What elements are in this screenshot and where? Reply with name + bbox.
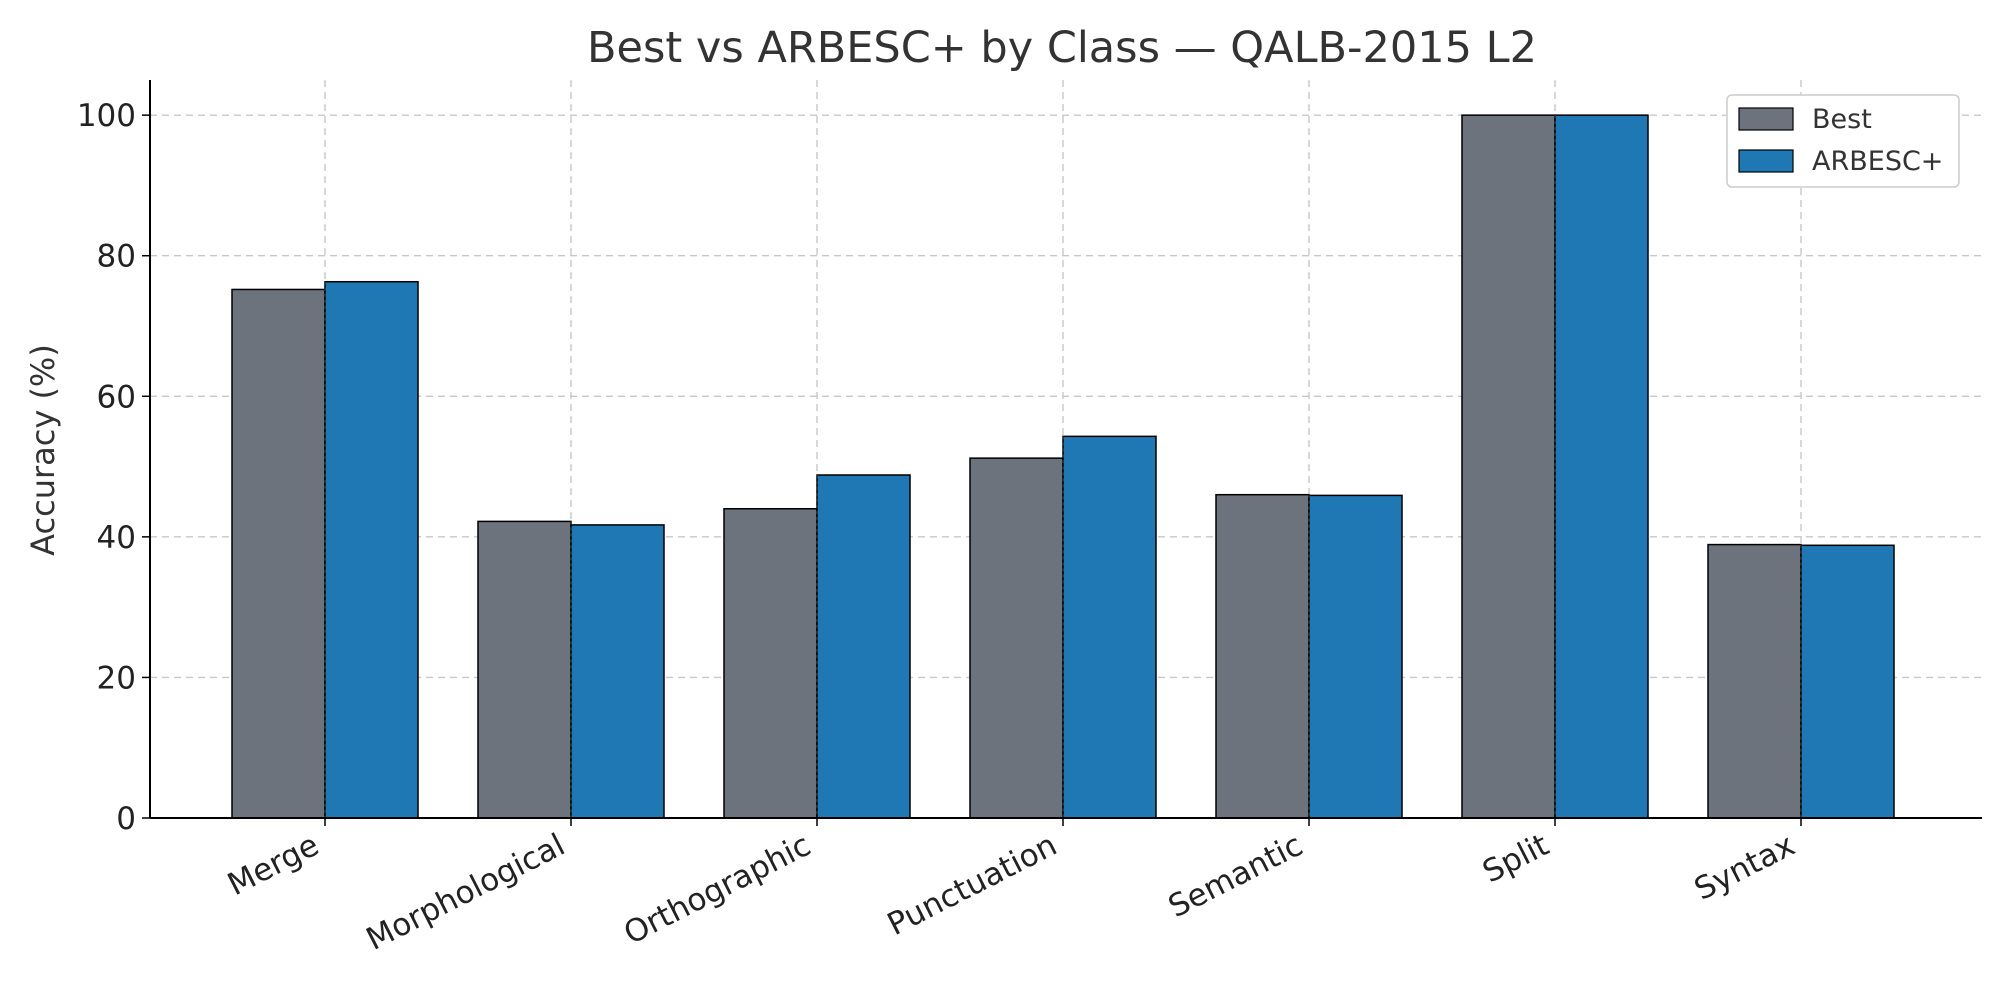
- bar-arbesc-orthographic: [816, 474, 911, 819]
- y-tick-labels: 0 20 40 60 80 100: [77, 98, 136, 837]
- bar-arbesc-punctuation: [1062, 435, 1157, 819]
- bar-best-split: [1461, 114, 1556, 819]
- axes: [142, 80, 1982, 826]
- y-tick-label: 0: [116, 801, 136, 837]
- bar-arbesc-semantic: [1308, 494, 1403, 819]
- y-axis-label: Accuracy (%): [24, 344, 62, 556]
- legend-label-arbesc: ARBESC+: [1812, 146, 1943, 177]
- bar-best-syntax: [1707, 543, 1802, 819]
- x-tick-label-syntax: Syntax: [1689, 827, 1801, 908]
- bar-arbesc-split: [1554, 114, 1649, 819]
- x-tick-label-semantic: Semantic: [1163, 827, 1309, 925]
- legend-swatch-best: [1738, 107, 1794, 131]
- legend-swatch-arbesc: [1738, 149, 1794, 173]
- x-tick-label-morphological: Morphological: [361, 827, 571, 958]
- bar-best-semantic: [1215, 493, 1310, 819]
- y-tick-label: 100: [77, 98, 136, 134]
- bar-best-orthographic: [723, 507, 818, 819]
- x-tick-label-split: Split: [1477, 827, 1555, 890]
- y-tick-label: 60: [97, 379, 136, 415]
- y-tick-label: 40: [97, 520, 136, 556]
- legend: Best ARBESC+: [1726, 94, 1960, 188]
- legend-label-best: Best: [1812, 104, 1872, 135]
- bar-best-merge: [231, 288, 326, 819]
- bar-arbesc-syntax: [1800, 544, 1895, 819]
- x-tick-label-orthographic: Orthographic: [618, 827, 816, 952]
- bar-arbesc-morphological: [570, 524, 665, 819]
- x-tick-label-punctuation: Punctuation: [882, 827, 1063, 943]
- bar-best-punctuation: [969, 457, 1064, 819]
- y-tick-label: 80: [97, 239, 136, 275]
- bar-best-morphological: [477, 520, 572, 819]
- bars: [231, 114, 1895, 819]
- x-tick-labels: Merge Morphological Orthographic Punctuatio…: [222, 827, 1801, 958]
- chart-title: Best vs ARBESC+ by Class — QALB-2015 L2: [587, 23, 1537, 73]
- bar-arbesc-merge: [324, 280, 419, 819]
- y-tick-label: 20: [97, 660, 136, 696]
- x-tick-label-merge: Merge: [222, 827, 325, 903]
